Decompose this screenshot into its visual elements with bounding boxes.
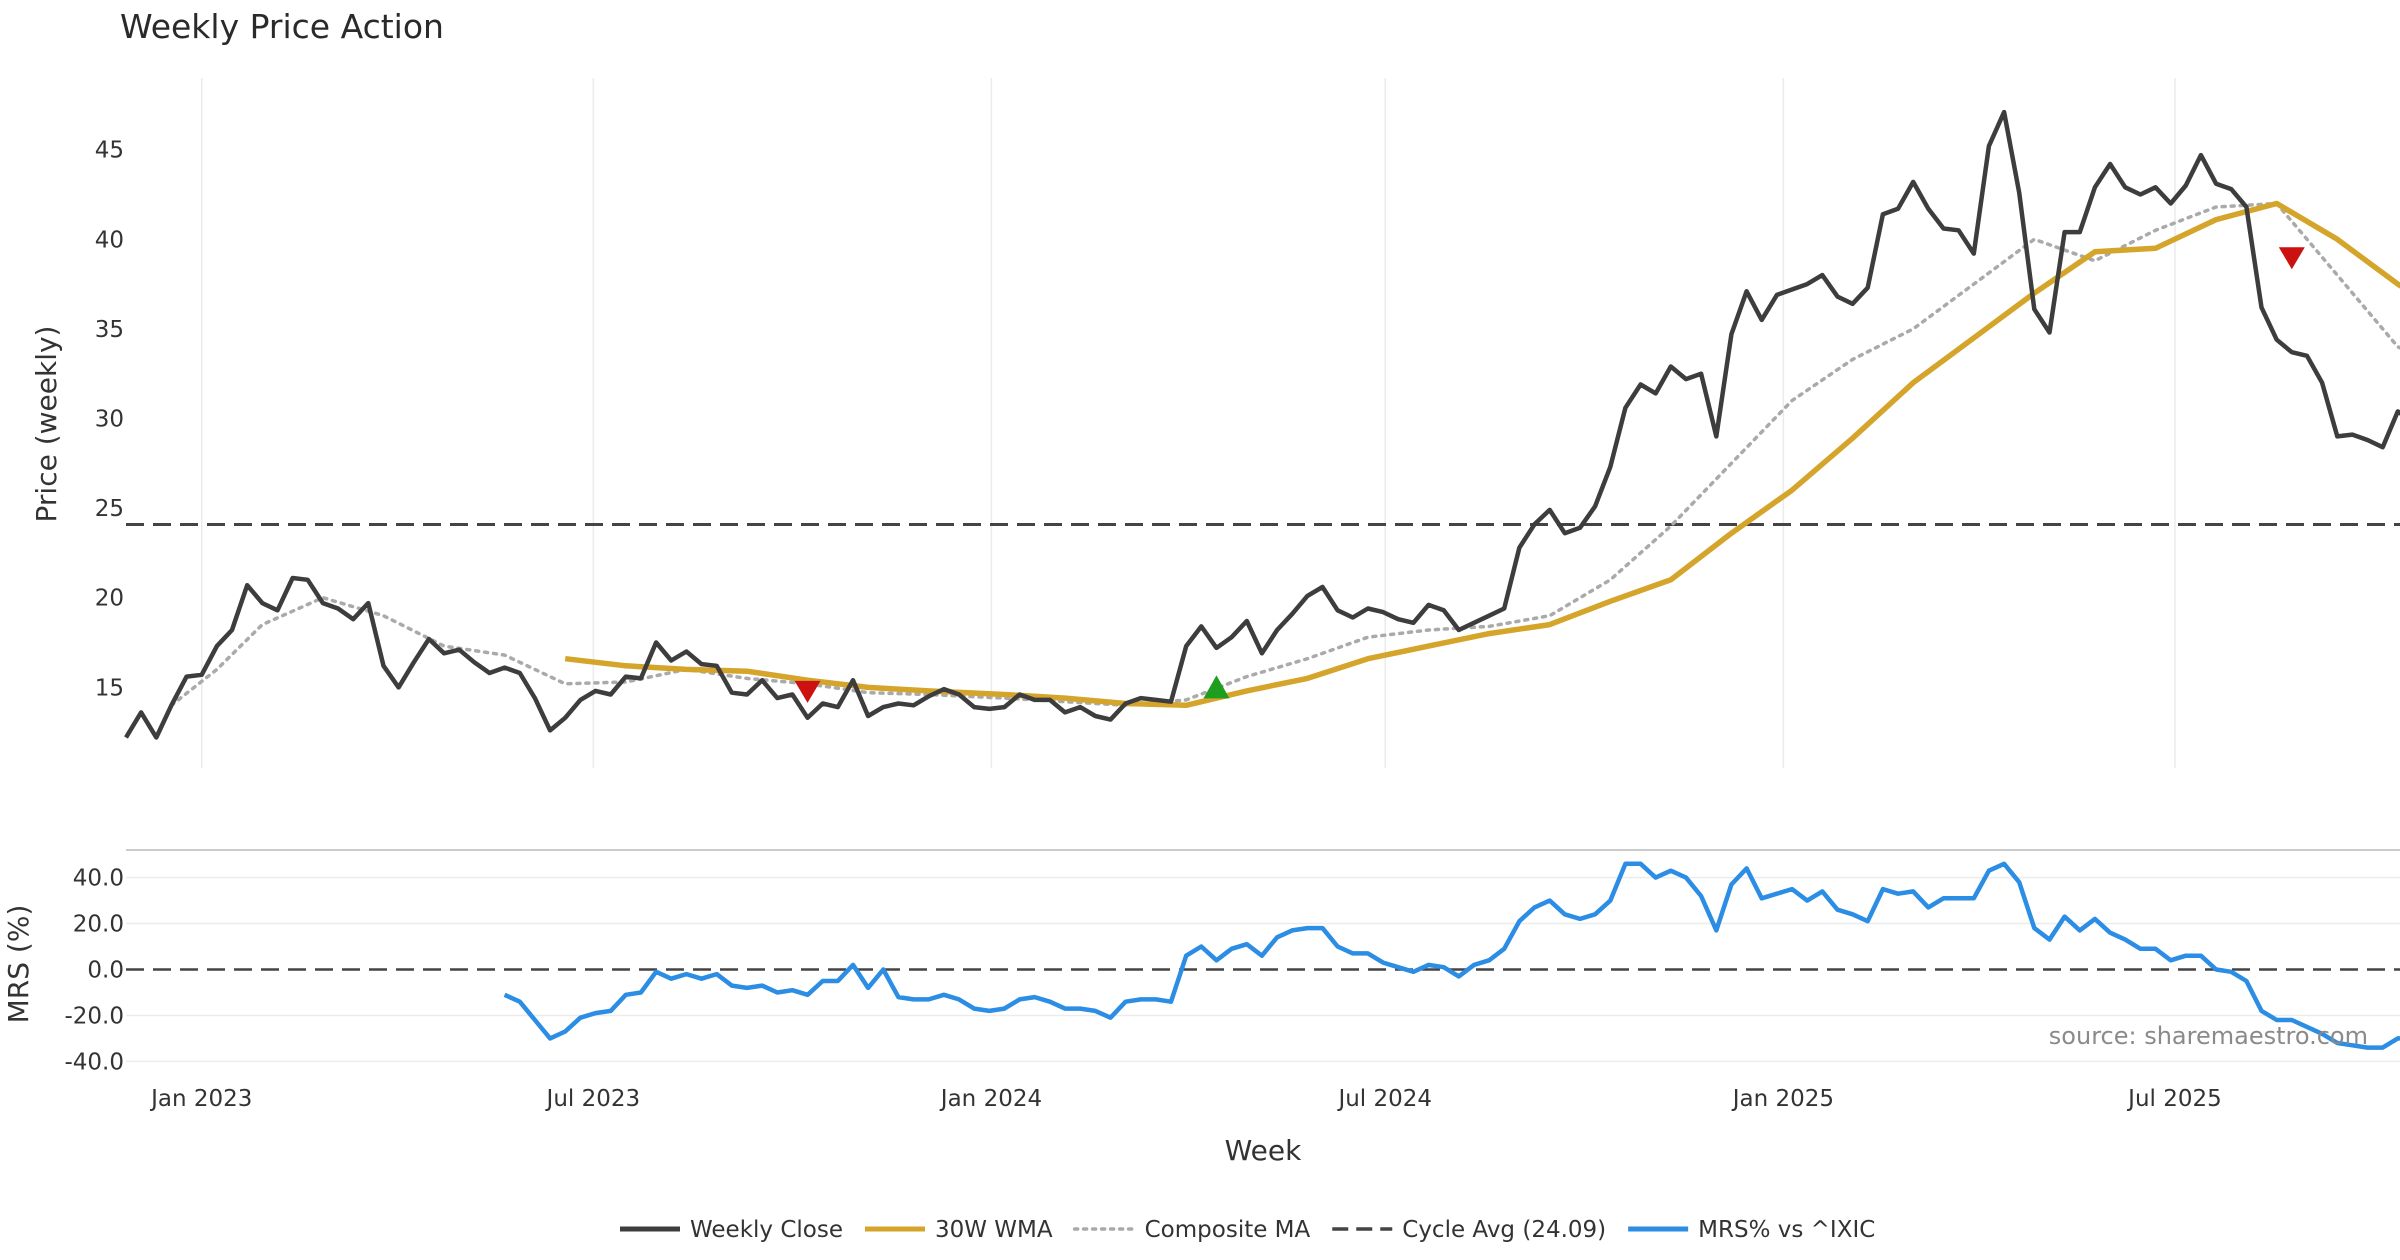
series-mrs-vs-ixic (503, 861, 2400, 1050)
price-y-tick-15: 15 (95, 675, 124, 701)
mrs-y-tick-20-0: 20.0 (73, 912, 124, 938)
price-panel: 15 20 25 30 35 40 45 Price (weekly) (30, 78, 2400, 768)
legend-label-mrs-vs-ixic: MRS% vs ^IXIC (1698, 1217, 1875, 1243)
signals (794, 247, 2305, 703)
price-y-tick-45: 45 (95, 138, 124, 164)
mrs-y-axis-label: MRS (%) (2, 905, 35, 1024)
legend: Weekly Close 30W WMA Composite MA Cycle Avg… (620, 1217, 1875, 1243)
series-30w-wma (564, 200, 2400, 709)
price-y-axis-label: Price (weekly) (30, 326, 63, 523)
x-tick-jan-2024: Jan 2024 (939, 1086, 1042, 1112)
price-series (124, 109, 2400, 740)
buy-signal-marker (1203, 675, 1230, 699)
sell-signal-marker (2278, 247, 2305, 270)
chart-title: Weekly Price Action (120, 7, 444, 46)
mrs-y-axis: 40.0 20.0 0.0 -20.0 -40.0 (64, 866, 124, 1076)
x-tick-jul-2023: Jul 2023 (545, 1086, 641, 1112)
price-y-tick-30: 30 (95, 407, 124, 433)
price-grid (200, 78, 2176, 768)
mrs-panel: 40.0 20.0 0.0 -20.0 -40.0 MRS (%) source: sh… (2, 849, 2400, 1076)
price-y-tick-35: 35 (95, 317, 124, 343)
mrs-series (503, 861, 2400, 1050)
x-tick-jan-2023: Jan 2023 (149, 1086, 252, 1112)
x-tick-jul-2024: Jul 2024 (1336, 1086, 1432, 1112)
legend-label-30w-wma: 30W WMA (935, 1217, 1053, 1243)
sell-signal-marker (794, 680, 821, 703)
price-y-axis: 15 20 25 30 35 40 45 (95, 138, 124, 702)
x-tick-jul-2025: Jul 2025 (2126, 1086, 2222, 1112)
x-axis-label: Week (1225, 1134, 1302, 1167)
x-tick-jan-2025: Jan 2025 (1731, 1086, 1834, 1112)
mrs-y-tick-20-0: -20.0 (64, 1003, 124, 1029)
price-y-tick-20: 20 (95, 586, 124, 612)
legend-label-weekly-close: Weekly Close (690, 1217, 843, 1243)
series-weekly-close (124, 109, 2400, 740)
mrs-y-tick-0-0: 0.0 (87, 957, 124, 983)
source-label: source: sharemaestro.com (2049, 1022, 2368, 1050)
legend-label-cycle-avg-24-09: Cycle Avg (24.09) (1402, 1217, 1606, 1243)
series-composite-ma (169, 201, 2400, 708)
price-y-tick-40: 40 (95, 227, 124, 253)
mrs-grid (126, 876, 2400, 1063)
mrs-y-tick-40-0: -40.0 (64, 1049, 124, 1075)
price-y-tick-25: 25 (95, 496, 124, 522)
x-axis: Jan 2023 Jul 2023 Jan 2024 Jul 2024 Jan 2025… (149, 1086, 2222, 1112)
mrs-y-tick-40-0: 40.0 (73, 866, 124, 892)
legend-label-composite-ma: Composite MA (1145, 1217, 1311, 1243)
